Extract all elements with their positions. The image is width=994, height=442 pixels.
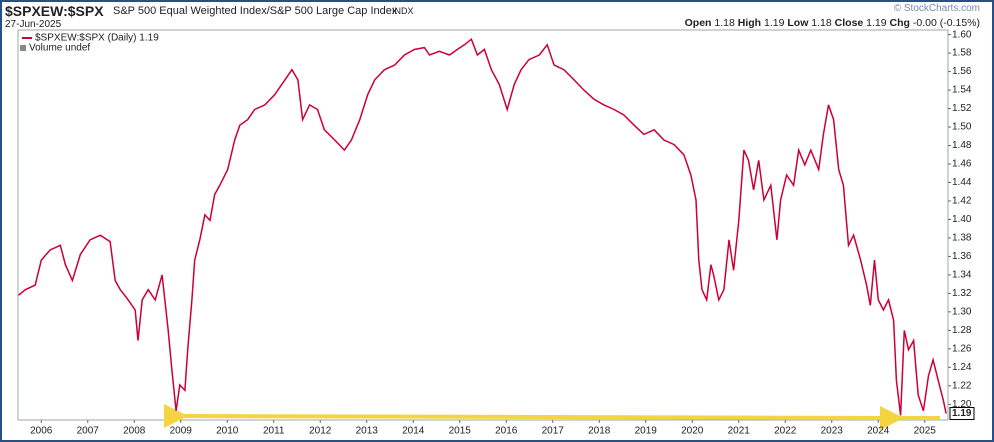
x-tick-label: 2020 [681,426,704,437]
brand: © StockCharts.com [893,3,980,14]
x-tick-label: 2010 [216,426,239,437]
y-tick-label: 1.60 [952,29,972,40]
quote-label: Low [787,17,809,29]
quote-value: 1.19 [866,17,887,29]
y-tick-label: 1.58 [952,48,972,59]
volume-note: Volume undef [29,43,90,54]
x-tick-label: 2015 [449,426,472,437]
x-tick-label: 2023 [821,426,844,437]
exchange: INDX [392,6,414,16]
description: S&P 500 Equal Weighted Index/S&P 500 Lar… [113,5,398,17]
y-tick-label: 1.26 [952,343,972,354]
y-tick-label: 1.38 [952,233,972,244]
quote-value: -0.00 (-0.15%) [912,17,980,29]
x-tick-label: 2006 [30,426,53,437]
x-tick-label: 2016 [495,426,518,437]
annotation-arrow [163,403,898,428]
line-series [18,37,947,416]
quote-value: 1.18 [714,17,735,29]
y-tick-label: 1.24 [952,362,972,373]
quote-label: Open [684,17,712,29]
quote-label: High [737,17,762,29]
y-tick-label: 1.52 [952,103,972,114]
x-tick-label: 2014 [402,426,425,437]
legend-label: $SPXEW:$SPX (Daily) 1.19 [35,33,159,44]
y-tick-label: 1.40 [952,214,972,225]
plot-border [17,29,949,421]
x-tick-label: 2025 [914,426,937,437]
y-tick-label: 1.32 [952,288,972,299]
y-tick-label: 1.44 [952,177,972,188]
quote-value: 1.18 [811,17,832,29]
y-tick-label: 1.56 [952,66,972,77]
y-tick-label: 1.28 [952,325,972,336]
date: 27-Jun-2025 [5,19,62,30]
y-tick-label: 1.54 [952,85,972,96]
quote-value: 1.19 [764,17,785,29]
volume-swatch [20,45,26,51]
x-tick-label: 2022 [774,426,797,437]
x-tick-label: 2008 [123,426,146,437]
x-tick-label: 2024 [867,426,890,437]
x-tick-label: 2018 [588,426,611,437]
quote-label: Close [834,17,864,29]
x-tick-label: 2009 [170,426,193,437]
y-tick-label: 1.46 [952,159,972,170]
quote-label: Chg [889,17,910,29]
x-tick-label: 2021 [728,426,751,437]
y-tick-label: 1.36 [952,251,972,262]
symbol: $SPXEW:$SPX [5,3,104,19]
x-tick-label: 2007 [77,426,100,437]
y-tick-label: 1.42 [952,196,972,207]
last-value-box [949,407,975,421]
y-tick-label: 1.22 [952,380,972,391]
x-tick-label: 2017 [542,426,565,437]
x-tick-label: 2011 [263,426,285,437]
x-tick-label: 2019 [635,426,658,437]
y-tick-label: 1.50 [952,122,972,133]
y-tick-label: 1.20 [952,399,972,410]
y-tick-label: 1.48 [952,140,972,151]
y-tick-label: 1.34 [952,270,972,281]
x-tick-label: 2012 [309,426,332,437]
y-tick-label: 1.30 [952,307,972,318]
quote: Open 1.18 High 1.19 Low 1.18 Close 1.19 … [685,17,980,29]
last-value-label: 1.19 [952,408,972,419]
x-tick-label: 2013 [356,426,379,437]
